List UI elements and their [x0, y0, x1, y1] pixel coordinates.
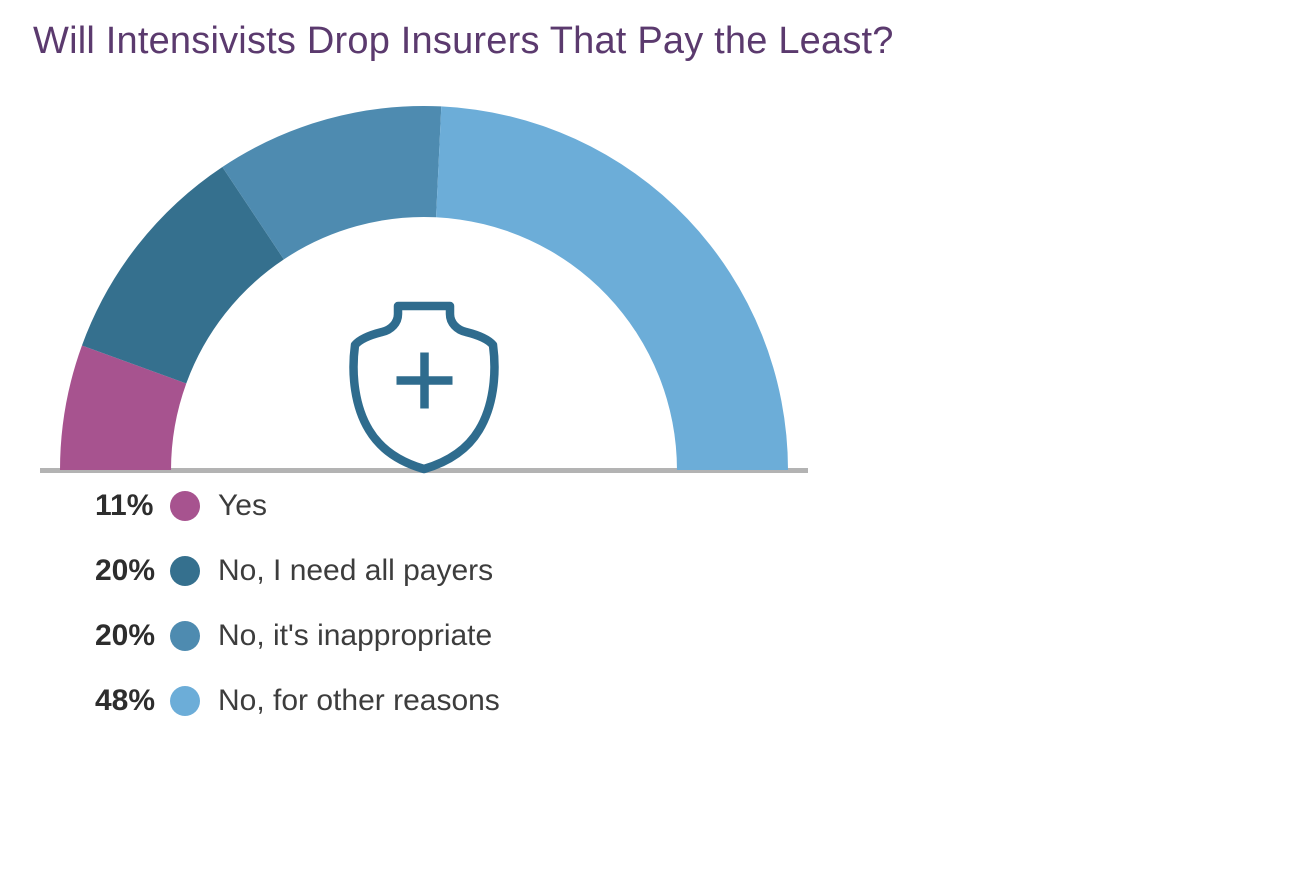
chart-legend: 11% Yes 20% No, I need all payers 20% No, it'…	[95, 489, 500, 717]
shield-plus-icon	[349, 301, 499, 474]
legend-label: No, it's inappropriate	[218, 619, 493, 652]
chart-title: Will Intensivists Drop Insurers That Pay…	[33, 20, 894, 62]
legend-item: 20% No, it's inappropriate	[95, 619, 500, 652]
legend-item: 48% No, for other reasons	[95, 684, 500, 717]
legend-value: 48%	[95, 684, 156, 717]
legend-swatch	[170, 621, 200, 651]
donut-segment-no-for-other-reasons	[436, 106, 788, 470]
donut-segment-no-i-need-all-payers	[81, 166, 284, 384]
legend-label: No, I need all payers	[218, 554, 494, 587]
legend-swatch	[170, 686, 200, 716]
semi-donut-chart	[40, 106, 808, 474]
donut-segment-no-it-s-inappropriate	[222, 106, 442, 260]
legend-item: 11% Yes	[95, 489, 500, 522]
legend-swatch	[170, 556, 200, 586]
legend-swatch	[170, 491, 200, 521]
legend-value: 20%	[95, 619, 156, 652]
legend-value: 11%	[95, 489, 154, 522]
legend-item: 20% No, I need all payers	[95, 554, 500, 587]
legend-label: No, for other reasons	[218, 684, 500, 717]
legend-value: 20%	[95, 554, 156, 587]
donut-segments	[60, 106, 788, 470]
donut-segment-yes	[60, 345, 187, 470]
shield-outline-icon	[349, 301, 499, 474]
legend-label: Yes	[218, 489, 267, 522]
plus-icon	[396, 352, 453, 409]
